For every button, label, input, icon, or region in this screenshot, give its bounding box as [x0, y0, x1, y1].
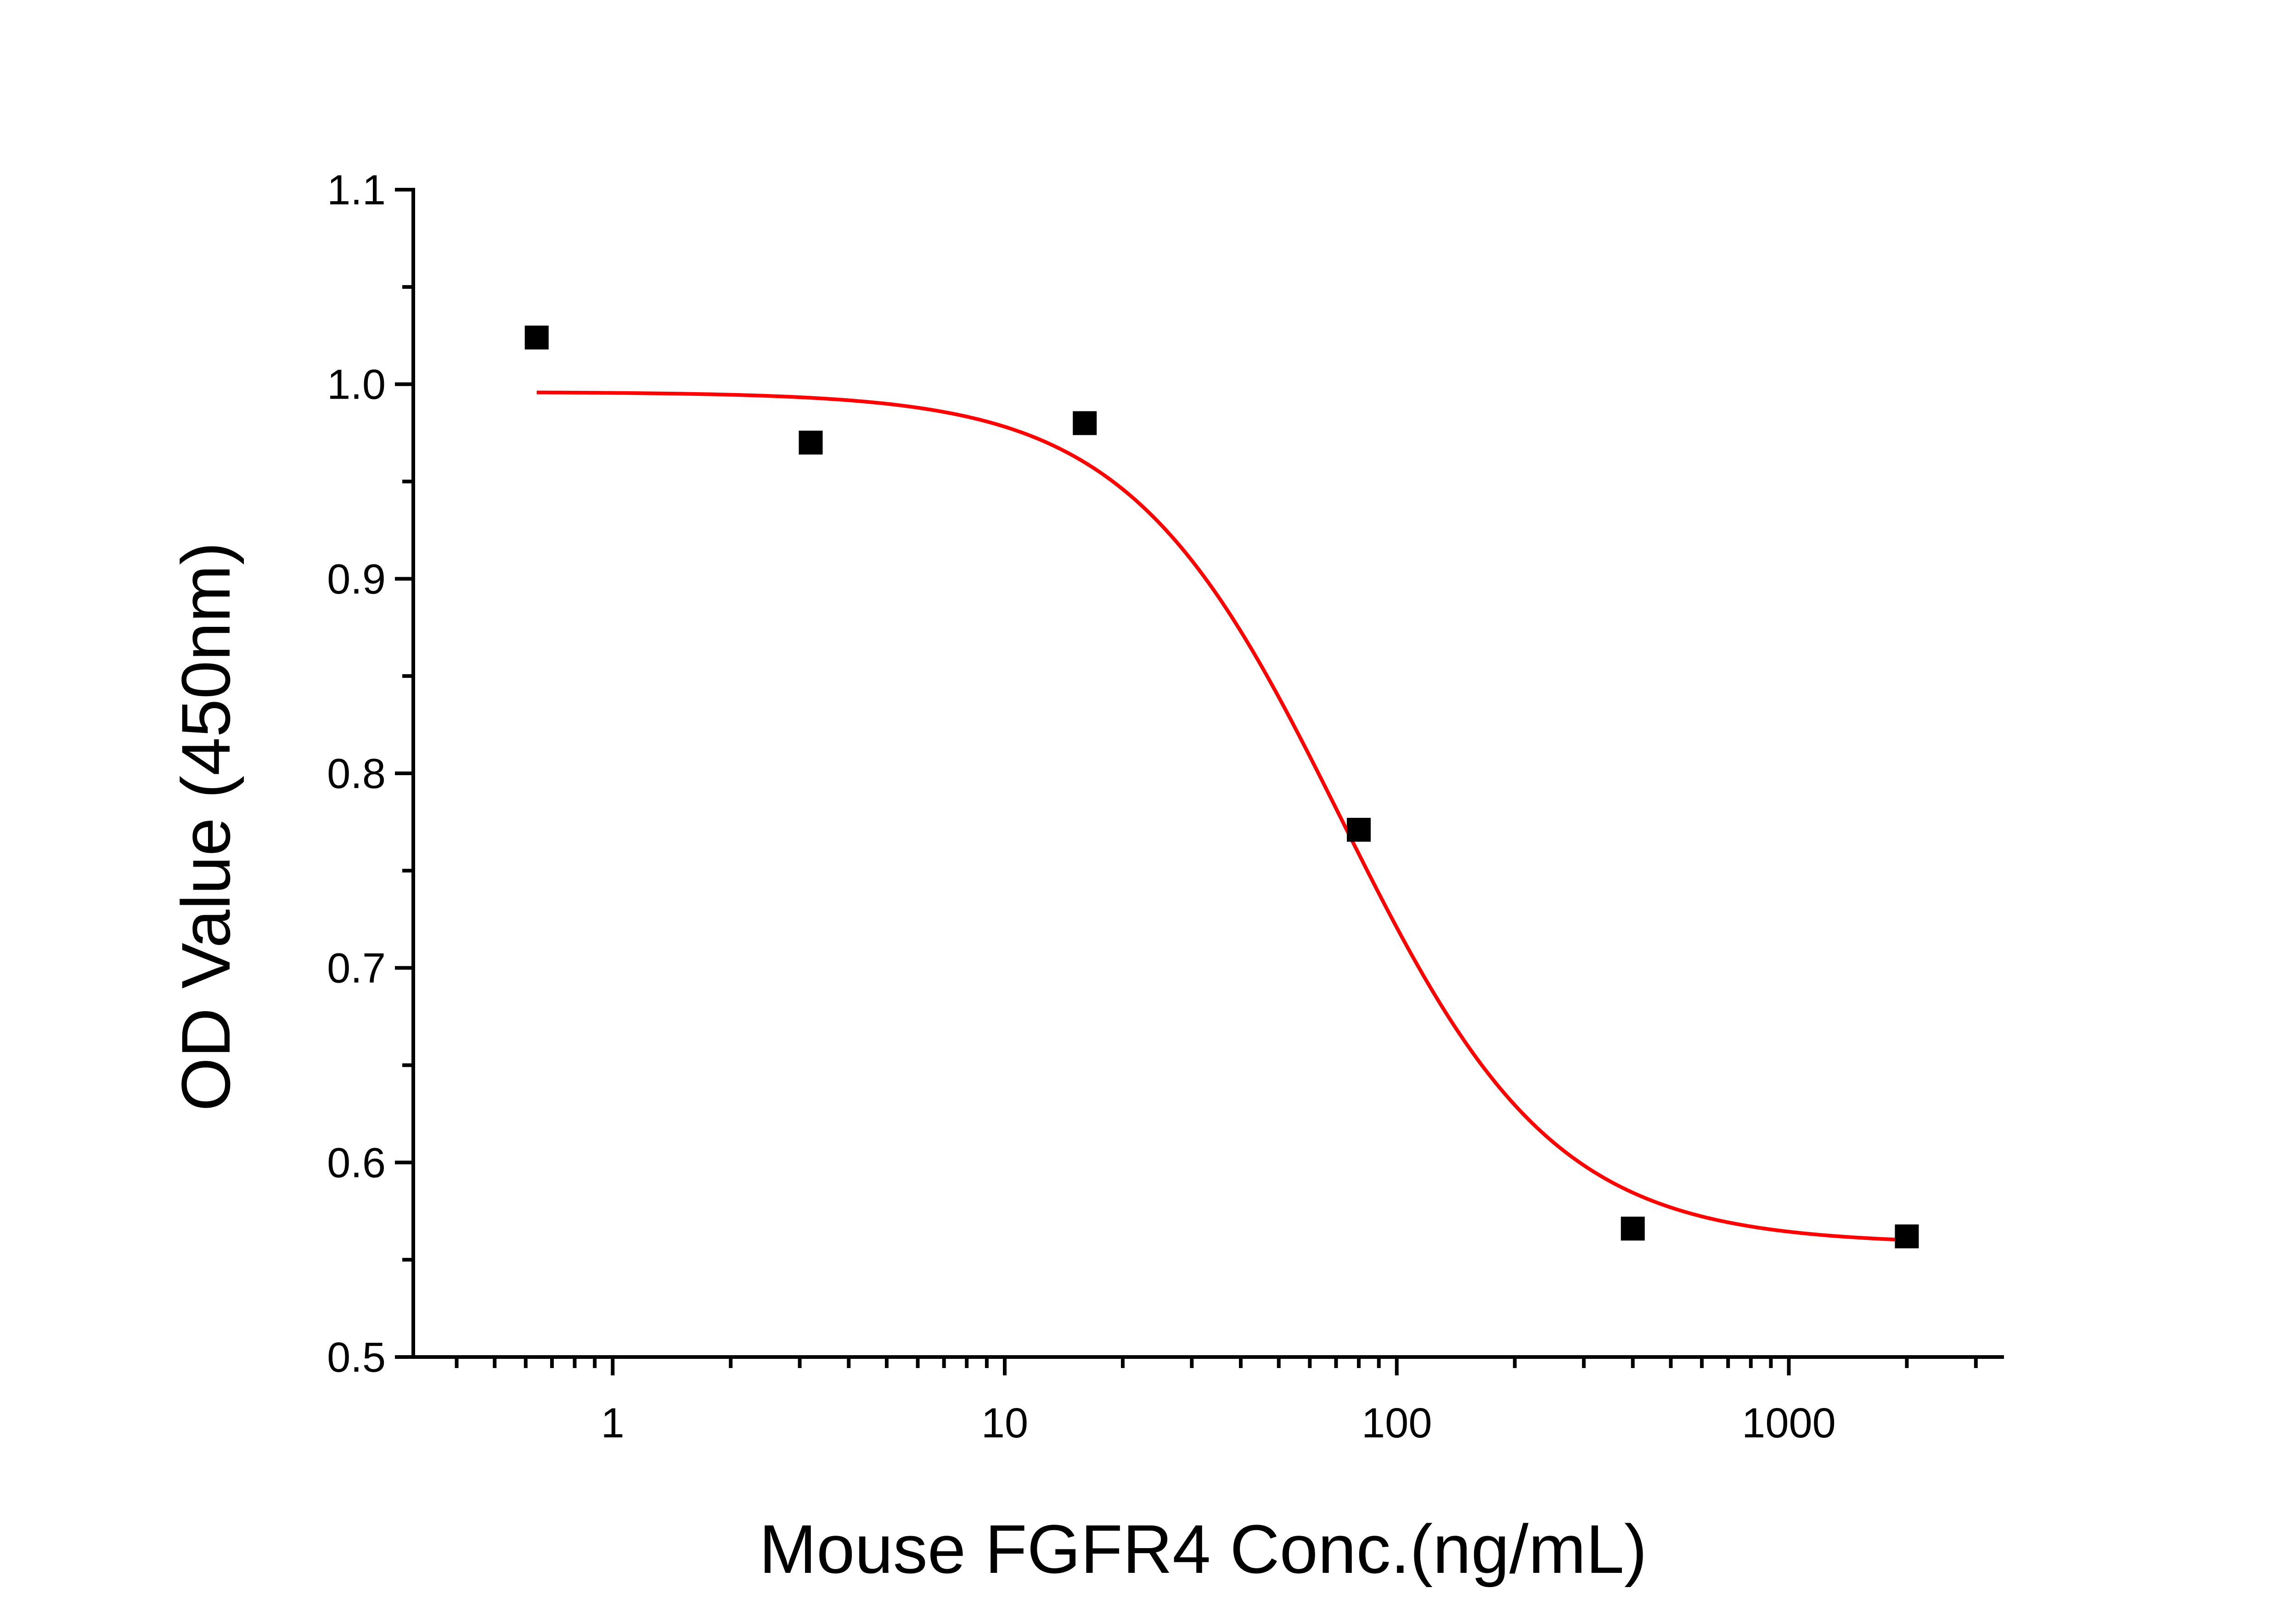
y-tick-label: 0.9 [327, 556, 386, 603]
x-tick-label: 1 [601, 1400, 625, 1447]
x-tick-label: 100 [1362, 1400, 1432, 1447]
x-axis-title: Mouse FGFR4 Conc.(ng/mL) [759, 1510, 1647, 1588]
fit-curve [536, 390, 1907, 1242]
data-point [1347, 817, 1371, 842]
x-tick-label: 1000 [1742, 1400, 1836, 1447]
y-axis-title: OD Value (450nm) [167, 542, 244, 1111]
y-tick-label: 0.8 [327, 750, 386, 797]
y-tick-label: 0.5 [327, 1334, 386, 1381]
data-point [1073, 411, 1097, 435]
data-point [524, 325, 549, 349]
data-point [799, 430, 823, 455]
data-point [1621, 1216, 1645, 1241]
data-points-layer [524, 325, 1919, 1249]
axes: 0.5 0.6 0.7 0.8 0.9 1.0 1.1 1 10 100 1000 [327, 167, 2004, 1447]
x-tick-label: 10 [981, 1400, 1028, 1447]
fit-curve-layer [536, 390, 1907, 1242]
y-tick-label: 1.1 [327, 167, 386, 214]
y-tick-label: 1.0 [327, 361, 386, 408]
data-point [1895, 1224, 1919, 1249]
y-tick-label: 0.6 [327, 1139, 386, 1186]
y-tick-label: 0.7 [327, 945, 386, 992]
